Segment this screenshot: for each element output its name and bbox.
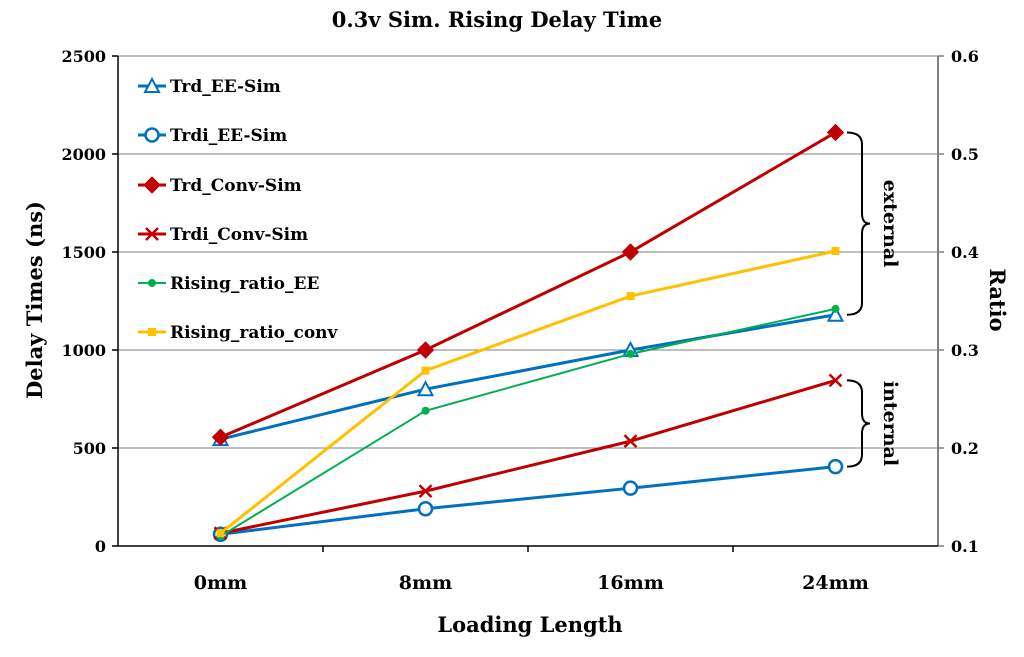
- legend-label: Rising_ratio_conv: [170, 323, 339, 343]
- data-point: [417, 501, 434, 517]
- y-tick-label: 1500: [61, 243, 106, 262]
- y2-axis-ticks: 0.1 0.2 0.3 0.4 0.5 0.6: [951, 47, 979, 556]
- data-point: [211, 428, 230, 446]
- y-tick-label: 2000: [61, 145, 106, 164]
- x-tick-label: 8mm: [399, 572, 452, 594]
- y2-tick-label: 0.5: [951, 145, 979, 164]
- annotation-text: internal: [879, 381, 901, 466]
- data-point: [626, 292, 635, 301]
- y2-tick-label: 0.3: [951, 341, 979, 360]
- data-point: [831, 247, 840, 256]
- data-point: [143, 176, 161, 194]
- legend-label: Trd_EE-Sim: [170, 77, 281, 97]
- data-point: [416, 341, 435, 359]
- x-tick-label: 24mm: [802, 572, 869, 594]
- legend-label: Trd_Conv-Sim: [170, 176, 302, 196]
- series-Rising_ratio_EE: [216, 304, 840, 541]
- y-axis-ticks: 0 500 1000 1500 2000 2500: [61, 47, 106, 556]
- y-tick-label: 500: [73, 439, 106, 458]
- chart-title: 0.3v Sim. Rising Delay Time: [332, 7, 662, 32]
- data-point: [418, 484, 433, 499]
- legend-item: Rising_ratio_EE: [138, 274, 319, 294]
- data-point: [826, 123, 845, 142]
- series-layer: [211, 123, 845, 542]
- axes: [112, 55, 944, 552]
- y-tick-label: 2500: [61, 47, 106, 66]
- y2-tick-label: 0.6: [951, 47, 979, 66]
- y-axis-label: Delay Times (ns): [22, 201, 47, 399]
- series-line: [219, 131, 837, 439]
- data-point: [145, 227, 159, 241]
- x-tick-label: 16mm: [597, 572, 664, 594]
- legend-item: Trd_Conv-Sim: [138, 176, 302, 196]
- data-point: [143, 76, 161, 93]
- series-line: [219, 307, 836, 538]
- legend-label: Rising_ratio_EE: [170, 274, 319, 294]
- legend-label: Trdi_Conv-Sim: [170, 225, 308, 245]
- series-Trd_Conv-Sim: [211, 123, 845, 446]
- series-line: [219, 249, 836, 535]
- data-point: [831, 304, 840, 313]
- legend-label: Trdi_EE-Sim: [170, 126, 287, 146]
- data-point: [626, 349, 635, 358]
- x-axis-ticks: 0mm 8mm 16mm 24mm: [194, 572, 869, 594]
- legend-item: Trd_EE-Sim: [138, 76, 281, 97]
- y2-axis-label: Ratio: [985, 268, 1010, 331]
- y-tick-label: 1000: [61, 341, 106, 360]
- data-point: [421, 366, 430, 375]
- y2-tick-label: 0.4: [951, 243, 979, 262]
- series-line: [220, 378, 836, 535]
- data-point: [827, 458, 844, 475]
- y2-tick-label: 0.1: [951, 537, 979, 556]
- annotations: external internal: [846, 131, 901, 468]
- data-point: [144, 127, 160, 143]
- series-Trdi_EE-Sim: [212, 458, 844, 542]
- legend-item: Trdi_Conv-Sim: [138, 225, 308, 245]
- series-line: [220, 465, 836, 536]
- annotation-brace: [846, 131, 871, 316]
- series-Rising_ratio_conv: [216, 247, 840, 538]
- data-point: [148, 328, 156, 336]
- data-point: [623, 434, 638, 449]
- data-point: [828, 373, 843, 388]
- data-point: [622, 480, 639, 496]
- annotation-brace: [846, 379, 871, 468]
- annotation-text: external: [879, 180, 901, 268]
- y-tick-label: 0: [95, 537, 106, 556]
- data-point: [421, 406, 430, 415]
- x-axis-label: Loading Length: [437, 612, 622, 637]
- data-point: [416, 380, 435, 397]
- y2-tick-label: 0.2: [951, 439, 979, 458]
- data-point: [621, 243, 640, 261]
- data-point: [148, 279, 156, 287]
- data-point: [216, 529, 225, 538]
- data-point: [826, 305, 845, 322]
- gridlines: [118, 55, 938, 449]
- x-tick-label: 0mm: [194, 572, 247, 594]
- legend-item: Rising_ratio_conv: [138, 323, 339, 343]
- legend: Trd_EE-Sim Trdi_EE-Sim Trd_Conv-Sim Trdi_Co…: [138, 76, 339, 343]
- legend-item: Trdi_EE-Sim: [138, 126, 287, 146]
